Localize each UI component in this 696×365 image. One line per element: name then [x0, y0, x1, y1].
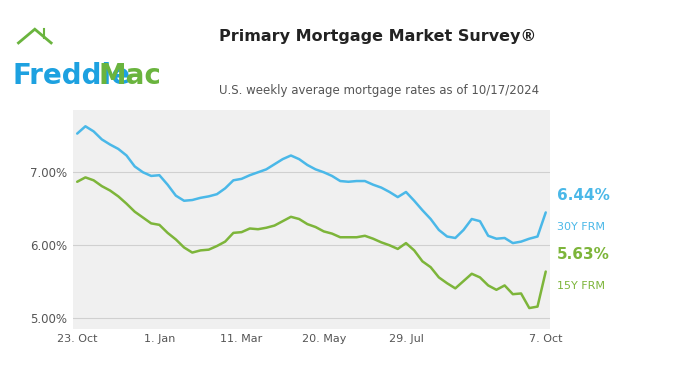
- Text: Freddie: Freddie: [13, 62, 131, 90]
- Text: U.S. weekly average mortgage rates as of 10/17/2024: U.S. weekly average mortgage rates as of…: [219, 84, 539, 97]
- Text: 6.44%: 6.44%: [557, 188, 610, 203]
- Text: Primary Mortgage Market Survey®: Primary Mortgage Market Survey®: [219, 29, 537, 44]
- Text: 30Y FRM: 30Y FRM: [557, 222, 605, 231]
- Text: Mac: Mac: [99, 62, 161, 90]
- Text: 5.63%: 5.63%: [557, 247, 610, 262]
- Text: 15Y FRM: 15Y FRM: [557, 281, 605, 291]
